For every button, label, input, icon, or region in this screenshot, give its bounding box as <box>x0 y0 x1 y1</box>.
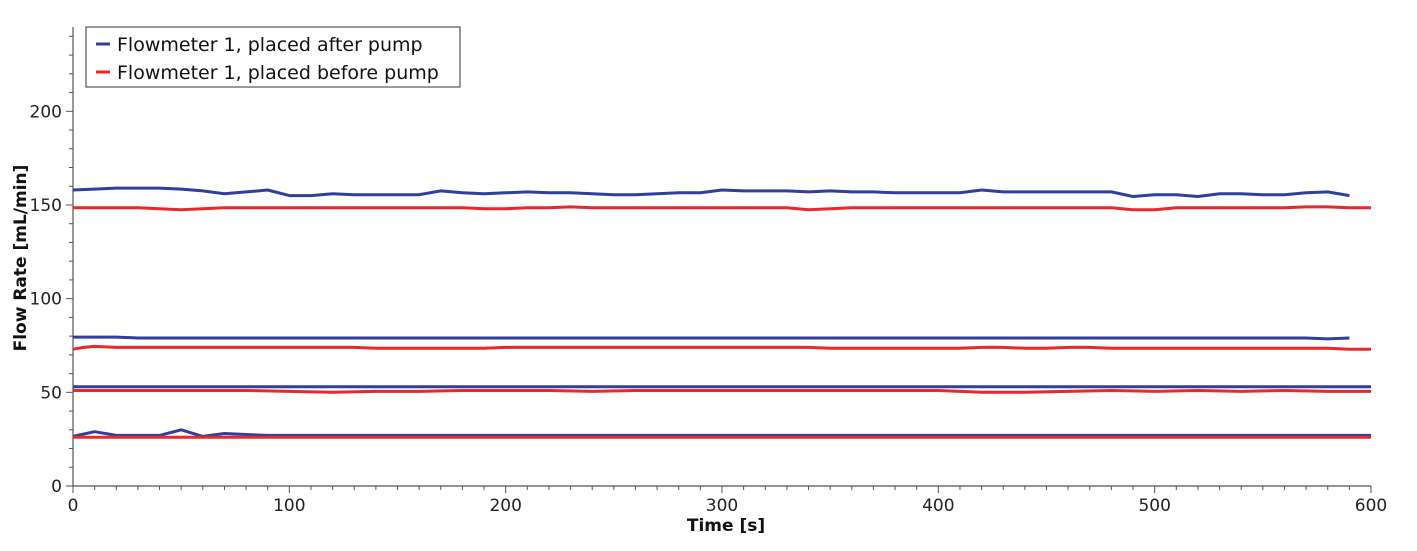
y-tick-label: 0 <box>51 477 62 497</box>
y-tick-label: 50 <box>40 383 62 403</box>
series-line-before-pump <box>72 344 1371 351</box>
y-axis-title: Flow Rate [mL/min] <box>11 165 31 352</box>
x-axis-title: Time [s] <box>687 516 765 536</box>
series-line-after-pump <box>73 335 1350 341</box>
x-tick-label: 100 <box>273 496 305 516</box>
x-tick-label: 600 <box>1355 496 1387 516</box>
y-tick-label: 200 <box>30 102 62 122</box>
x-tick-label: 0 <box>68 496 79 516</box>
x-tick-label: 500 <box>1138 496 1170 516</box>
legend-label-after-pump: Flowmeter 1, placed after pump <box>117 34 423 56</box>
series-line-before-pump <box>73 205 1371 212</box>
legend-label-before-pump: Flowmeter 1, placed before pump <box>117 62 439 84</box>
x-tick-label: 300 <box>706 496 738 516</box>
x-tick-label: 400 <box>922 496 954 516</box>
series-line-after-pump <box>72 186 1350 198</box>
x-tick-label: 200 <box>489 496 521 516</box>
series-line-before-pump <box>73 389 1371 394</box>
plot-area <box>72 186 1371 439</box>
legend-box <box>85 26 461 88</box>
y-tick-label: 150 <box>30 196 62 216</box>
legend: Flowmeter 1, placed after pump Flowmeter… <box>85 26 461 88</box>
series-line-after-pump <box>72 428 1371 438</box>
y-tick-label: 100 <box>30 290 62 310</box>
axes: 0 100 200 300 400 500 600 0 50 100 150 200 <box>30 27 1387 516</box>
